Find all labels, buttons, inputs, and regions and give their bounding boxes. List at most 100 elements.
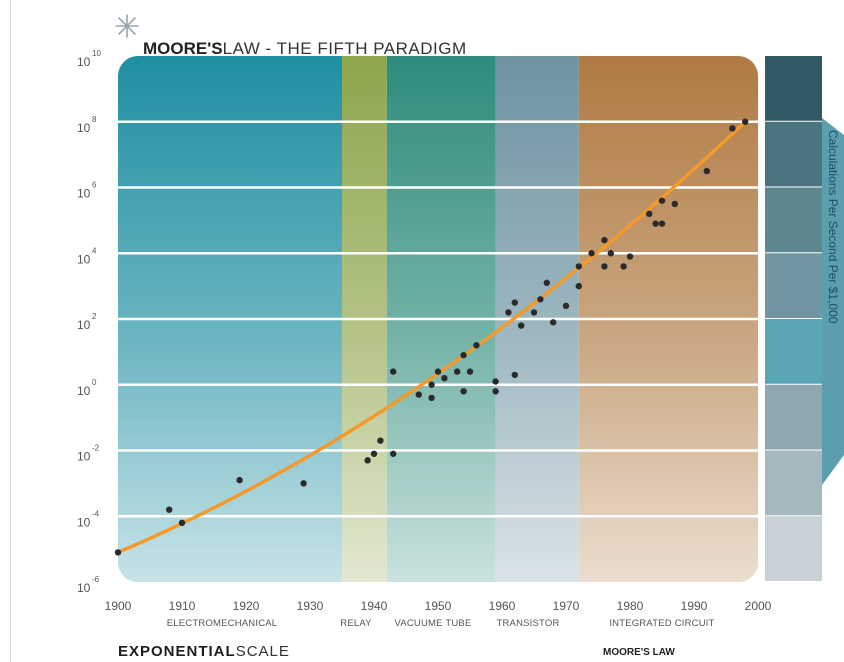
side-bar-segment (765, 384, 822, 450)
y-tick-exponent: -4 (92, 509, 100, 518)
title-light: LAW - THE FIFTH PARADIGM (223, 39, 467, 58)
data-point (505, 309, 512, 316)
svg-text:EXPONENTIALSCALE: EXPONENTIALSCALE (118, 643, 290, 660)
era-label: ELECTROMECHANICAL (167, 618, 278, 629)
side-color-bar (765, 56, 822, 581)
x-tick-label: 1950 (425, 599, 452, 613)
data-point (652, 220, 659, 227)
y-tick-label: 10 (77, 318, 91, 332)
side-bar-segment (765, 319, 822, 384)
y-tick-label: 10 (77, 581, 91, 595)
x-tick-label: 1960 (489, 599, 516, 613)
data-point (460, 388, 467, 395)
y-tick-exponent: -6 (92, 575, 100, 584)
data-point (543, 279, 550, 287)
footer-right-label: MOORE'S LAW (603, 647, 675, 658)
data-point (729, 125, 736, 132)
data-point (466, 368, 474, 375)
data-point (658, 197, 666, 204)
data-point (550, 319, 557, 326)
data-point (530, 309, 538, 316)
data-point (364, 457, 371, 464)
data-point (511, 299, 518, 306)
data-point (626, 253, 634, 260)
data-point (601, 236, 608, 244)
data-point (537, 296, 544, 303)
data-point (601, 263, 608, 270)
y-tick-exponent: 4 (92, 246, 97, 255)
era-label: INTEGRATED CIRCUIT (609, 618, 714, 629)
trend-line (116, 120, 747, 555)
side-bar-segment (765, 450, 822, 516)
y-tick-exponent: 8 (92, 115, 97, 124)
era-label: TRANSISTOR (496, 618, 559, 629)
data-point (492, 388, 499, 395)
y-tick-label: 10 (77, 55, 91, 69)
y-tick-label: 10 (77, 121, 91, 135)
y-tick-label: 10 (77, 187, 91, 201)
era-labels: ELECTROMECHANICAL RELAY VACUUME TUBE TRANSI… (167, 618, 715, 629)
data-point (511, 371, 518, 379)
side-bar-segment (765, 187, 822, 253)
era-label: VACUUME TUBE (394, 618, 471, 629)
footer-bold: EXPONENTIAL (118, 643, 236, 660)
y-tick-label: 10 (77, 384, 91, 398)
grid-lines (118, 120, 758, 518)
side-axis-label: Calculations Per Second Per $1,000 (826, 130, 840, 324)
data-point (441, 374, 448, 382)
side-ribbon (822, 118, 844, 485)
y-tick-exponent: 6 (92, 181, 97, 190)
data-point (742, 118, 749, 125)
x-tick-label: 1930 (297, 599, 324, 613)
data-point (370, 450, 378, 457)
data-point (492, 378, 499, 385)
x-tick-label: 1900 (105, 599, 132, 613)
data-point (377, 437, 384, 444)
data-point (646, 210, 653, 217)
x-tick-label: 1920 (233, 599, 260, 613)
data-point (473, 342, 480, 349)
data-point (658, 220, 666, 227)
data-point (518, 322, 525, 329)
x-tick-label: 2000 (745, 599, 772, 613)
data-point (562, 302, 570, 310)
side-bar-segment (765, 121, 822, 187)
data-point (166, 506, 173, 513)
data-point (620, 263, 627, 270)
data-point (114, 549, 122, 556)
side-bar-segment (765, 56, 822, 121)
side-bar-segment (765, 516, 822, 581)
x-tick-label: 1910 (169, 599, 196, 613)
data-point (588, 250, 595, 257)
y-tick-label: 10 (77, 450, 91, 464)
trend-curve (116, 120, 747, 555)
side-bar-segment (765, 253, 822, 318)
data-point (575, 263, 582, 270)
data-point (428, 394, 435, 402)
y-tick-exponent: -2 (92, 444, 100, 453)
title-bold: MOORE'S (143, 39, 223, 58)
data-point (575, 282, 582, 290)
footer-light: SCALE (236, 643, 290, 660)
data-point (454, 368, 461, 375)
x-tick-label: 1970 (553, 599, 580, 613)
y-tick-label: 10 (77, 515, 91, 529)
x-tick-label: 1980 (617, 599, 644, 613)
data-point (434, 368, 442, 375)
x-tick-label: 1940 (361, 599, 388, 613)
data-point (390, 368, 397, 375)
y-tick-exponent: 10 (92, 49, 101, 58)
data-point (703, 167, 710, 175)
y-tick-label: 10 (77, 252, 91, 266)
data-point (300, 480, 307, 487)
svg-text:MOORE'SLAW - THE FIFTH PARADIG: MOORE'SLAW - THE FIFTH PARADIGM (143, 39, 467, 58)
data-point (460, 351, 467, 359)
x-tick-label: 1990 (681, 599, 708, 613)
asterisk-logo-icon (115, 14, 139, 38)
data-points (114, 118, 749, 556)
data-point (178, 519, 186, 527)
data-point (607, 250, 614, 257)
era-label: RELAY (340, 618, 372, 629)
